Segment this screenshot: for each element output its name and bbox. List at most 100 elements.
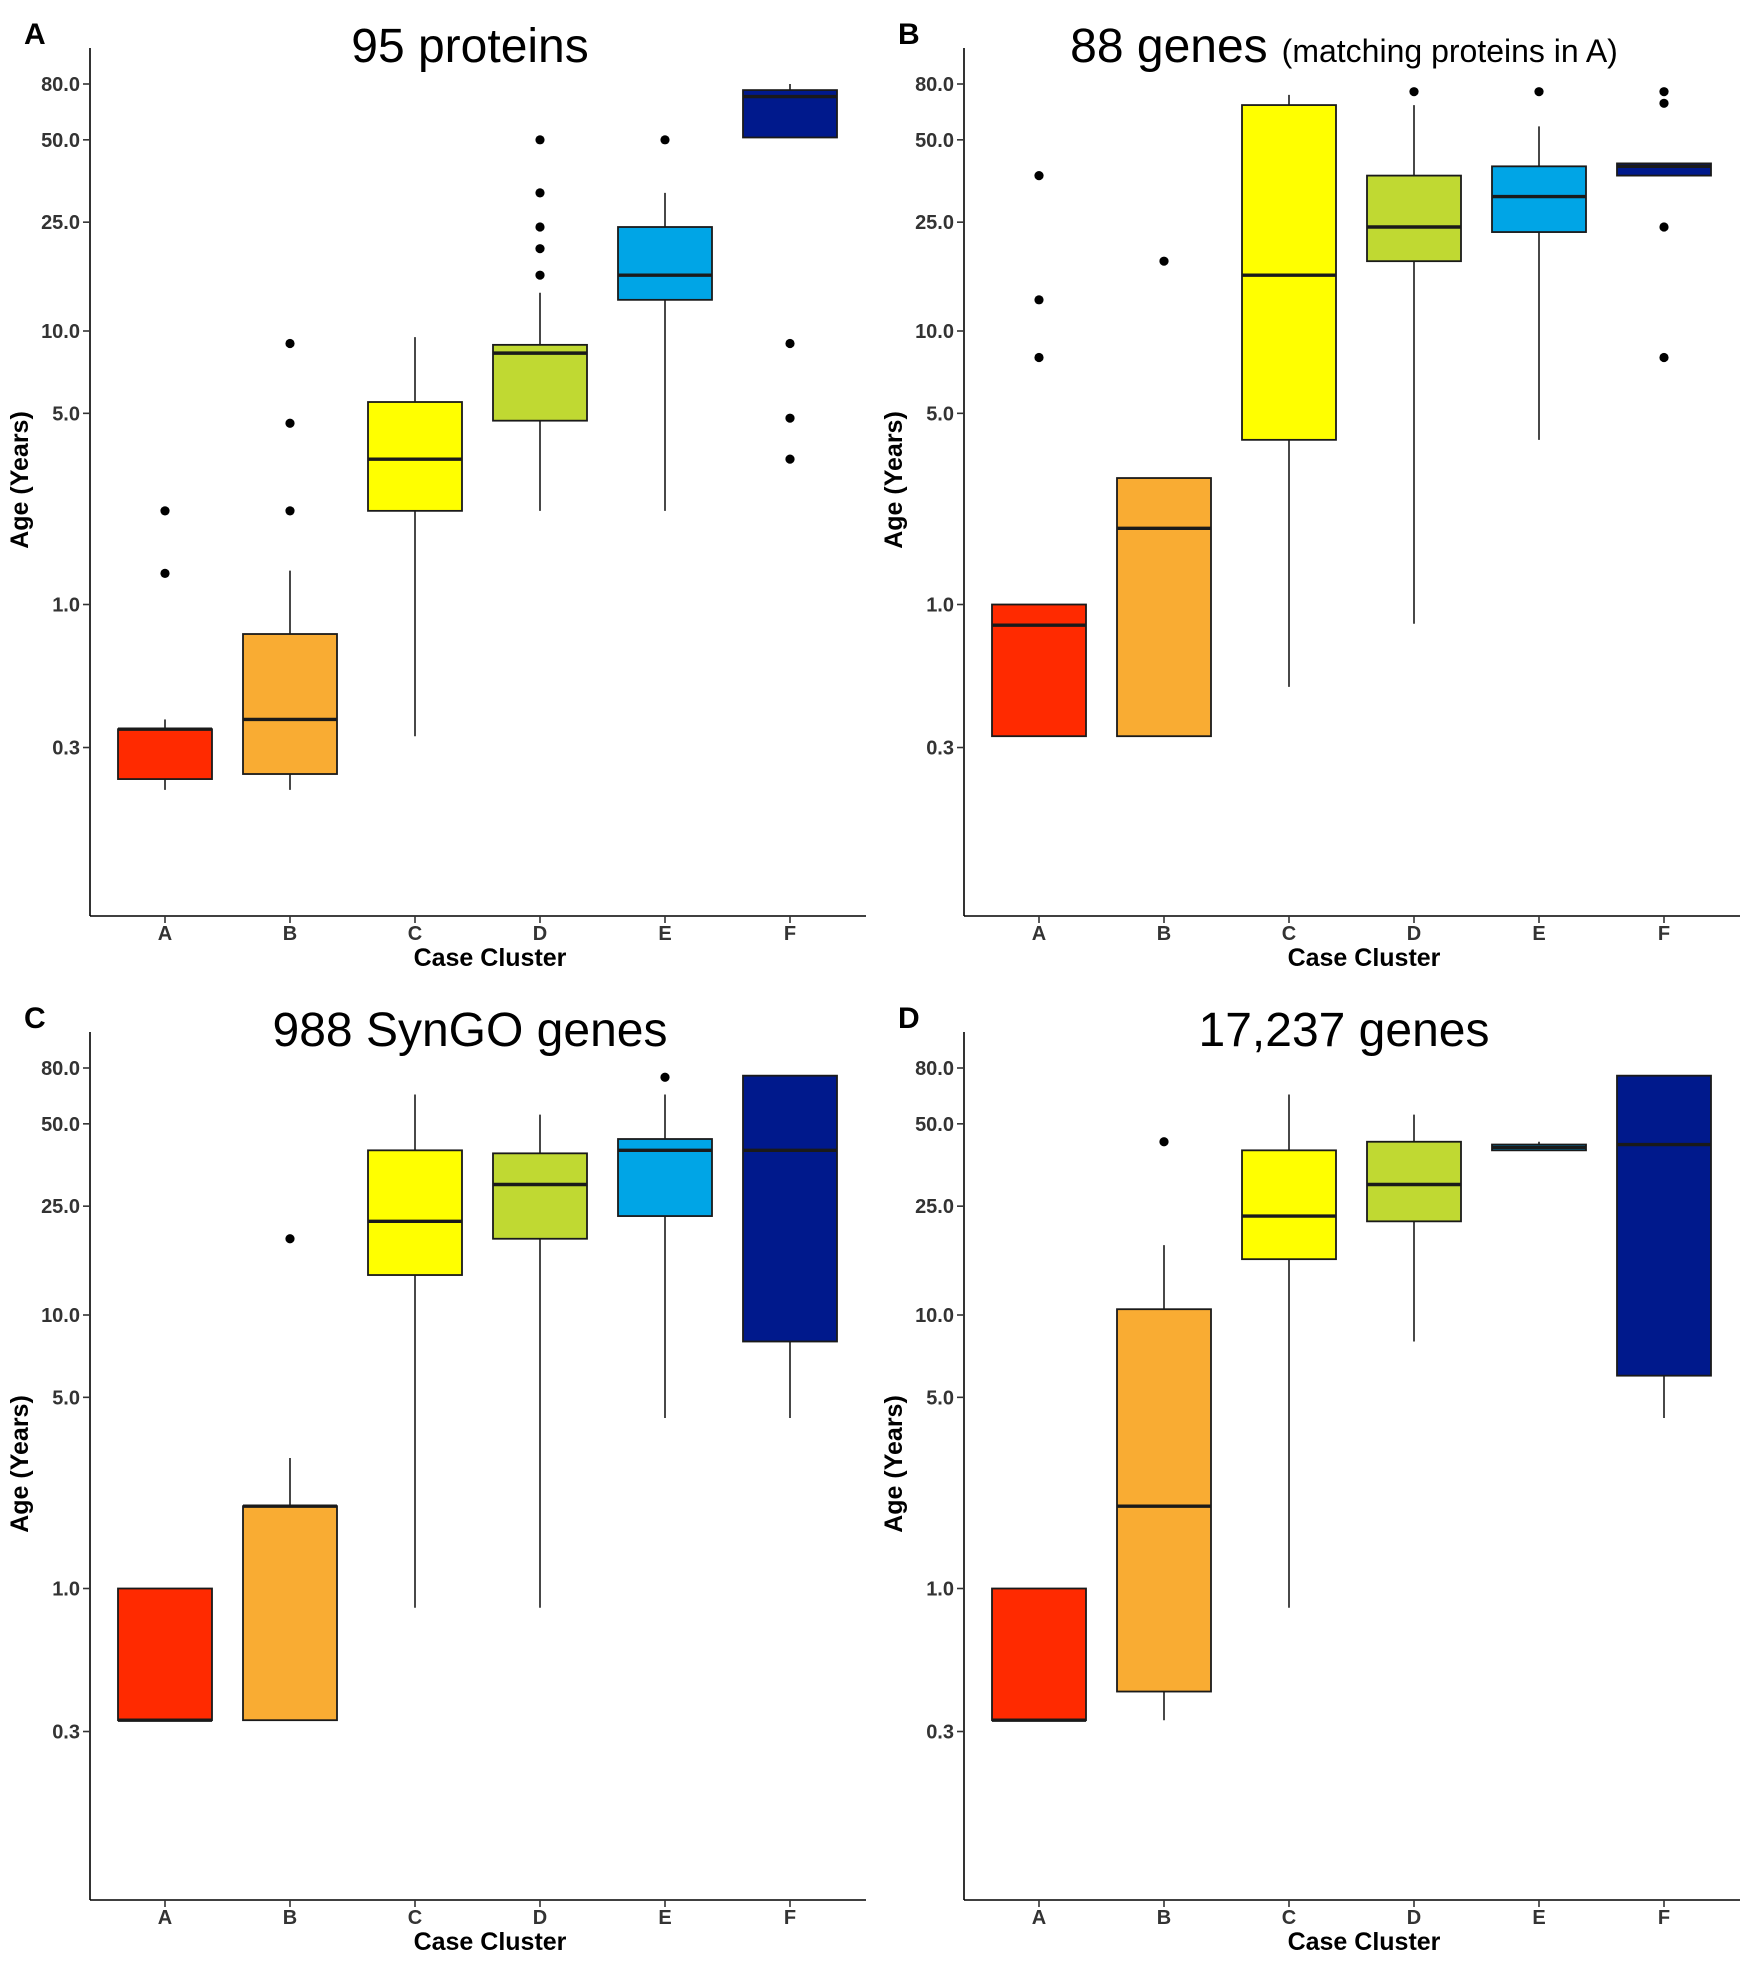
x-tick-label: F <box>784 1907 796 1929</box>
y-tick-label: 1.0 <box>52 595 80 617</box>
box-b <box>1116 477 1212 738</box>
outlier-point <box>785 454 795 464</box>
y-tick-label: 0.3 <box>926 1722 954 1744</box>
outlier-point <box>1034 295 1044 305</box>
x-axis-title: Case Cluster <box>1288 944 1441 972</box>
x-tick-label: C <box>408 923 422 945</box>
outlier-point <box>1534 87 1544 97</box>
box-c <box>367 1149 463 1276</box>
outlier-point <box>535 244 545 254</box>
y-tick-label: 25.0 <box>915 1196 954 1218</box>
x-axis-title: Case Cluster <box>1288 1928 1441 1956</box>
box-e <box>1491 165 1587 233</box>
y-tick-label: 80.0 <box>915 1058 954 1080</box>
outlier-point <box>535 270 545 280</box>
box-a <box>117 728 213 780</box>
y-tick-label: 0.3 <box>926 738 954 760</box>
x-tick-label: E <box>1532 1907 1545 1929</box>
chart-title: 95 proteins <box>351 20 589 73</box>
outlier-point <box>285 1234 295 1244</box>
outlier-point <box>785 338 795 349</box>
outlier-point <box>1034 170 1044 181</box>
chart-title-main: 88 genes <box>1070 20 1268 73</box>
x-tick-label: B <box>283 923 297 945</box>
y-tick-label: 0.3 <box>52 738 80 760</box>
y-tick-label: 10.0 <box>915 321 954 343</box>
outlier-point <box>1159 256 1169 266</box>
box-d <box>492 343 588 422</box>
x-tick-label: D <box>1407 923 1421 945</box>
y-tick-label: 1.0 <box>926 1579 954 1601</box>
panel-letter: B <box>898 18 920 51</box>
box-d <box>1366 1140 1462 1223</box>
x-tick-label: D <box>1407 1907 1421 1929</box>
box-a <box>117 1587 213 1722</box>
chart-title: 17,237 genes <box>1199 1004 1490 1057</box>
box-c <box>367 401 463 512</box>
outlier-point <box>535 135 545 145</box>
x-tick-label: A <box>1032 1907 1046 1929</box>
outlier-point <box>1659 98 1669 108</box>
y-axis-title: Age (Years) <box>880 1395 908 1533</box>
box-b <box>242 1505 338 1722</box>
outlier-point <box>1159 1137 1169 1147</box>
box-c <box>1241 104 1337 441</box>
outlier-point <box>1034 352 1044 363</box>
x-tick-label: F <box>1658 1907 1670 1929</box>
outlier-point <box>285 338 295 349</box>
chart-panel-b: B 88 genes (matching proteins in A) 80.0 50.… <box>880 18 1740 972</box>
box-a <box>991 1587 1087 1722</box>
y-tick-label: 50.0 <box>915 130 954 152</box>
y-tick-label: 50.0 <box>41 1114 80 1136</box>
box-b <box>242 633 338 775</box>
box-f <box>1616 1074 1712 1377</box>
x-axis-title: Case Cluster <box>414 944 567 972</box>
x-tick-label: B <box>283 1907 297 1929</box>
outlier-point <box>535 188 545 198</box>
x-tick-label: A <box>1032 923 1046 945</box>
y-tick-label: 5.0 <box>926 1387 954 1409</box>
outlier-point <box>1659 87 1669 97</box>
y-tick-label: 1.0 <box>926 595 954 617</box>
y-tick-label: 80.0 <box>41 1058 80 1080</box>
x-tick-label: F <box>784 923 796 945</box>
box-d <box>1366 174 1462 263</box>
x-tick-label: E <box>658 1907 671 1929</box>
y-tick-label: 0.3 <box>52 1722 80 1744</box>
x-tick-label: C <box>1282 1907 1296 1929</box>
x-tick-label: C <box>1282 923 1296 945</box>
y-axis-title: Age (Years) <box>880 411 908 549</box>
outlier-point <box>285 418 295 428</box>
y-axis-title: Age (Years) <box>6 1395 34 1533</box>
panel-letter: D <box>898 1002 920 1035</box>
outlier-point <box>660 135 670 145</box>
chart-title: 988 SynGO genes <box>273 1004 668 1057</box>
outlier-point <box>160 506 170 516</box>
y-tick-label: 5.0 <box>52 1387 80 1409</box>
chart-subtitle: (matching proteins in A) <box>1282 33 1618 69</box>
x-tick-label: D <box>533 1907 547 1929</box>
x-tick-label: C <box>408 1907 422 1929</box>
y-tick-label: 25.0 <box>915 212 954 234</box>
y-tick-label: 1.0 <box>52 1579 80 1601</box>
chart-panel-d: D 17,237 genes 80.0 50.0 25.0 10.0 5.0 1.0 0.3 A B… <box>880 1002 1740 1956</box>
y-tick-label: 10.0 <box>915 1305 954 1327</box>
x-tick-label: A <box>158 923 172 945</box>
y-tick-label: 50.0 <box>915 1114 954 1136</box>
chart-panel-c: C 988 SynGO genes 80.0 50.0 25.0 10.0 5.0 1.0 0.… <box>6 1002 866 1956</box>
outlier-point <box>785 413 795 423</box>
x-tick-label: E <box>658 923 671 945</box>
y-tick-label: 80.0 <box>915 74 954 96</box>
outlier-point <box>1659 222 1669 232</box>
y-axis-title: Age (Years) <box>6 411 34 549</box>
panel-letter: C <box>24 1002 46 1035</box>
chart-panel-a: A 95 proteins 80.0 50.0 25.0 10.0 5.0 1.0 0.3 A B C… <box>6 18 866 972</box>
outlier-point <box>285 506 295 516</box>
box-d <box>492 1152 588 1240</box>
box-f <box>742 1074 838 1343</box>
x-tick-label: B <box>1157 1907 1171 1929</box>
x-axis-title: Case Cluster <box>414 1928 567 1956</box>
y-tick-label: 5.0 <box>926 403 954 425</box>
x-tick-label: F <box>1658 923 1670 945</box>
chart-title: 88 genes (matching proteins in A) <box>1070 20 1618 73</box>
